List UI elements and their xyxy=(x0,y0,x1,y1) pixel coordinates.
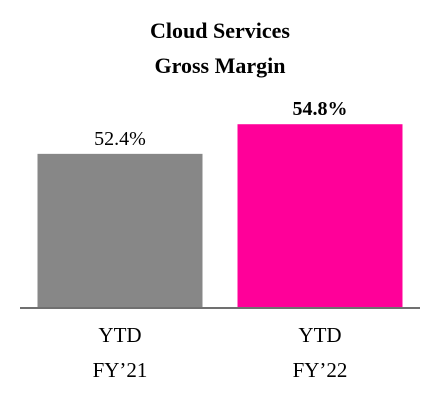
chart-subtitle: Gross Margin xyxy=(155,53,286,78)
category-label-1-line-2: FY’21 xyxy=(93,358,148,382)
bar-1 xyxy=(37,153,203,307)
category-label-2-line-2: FY’22 xyxy=(293,358,348,382)
bar-2 xyxy=(237,124,403,307)
category-label-1-line-1: YTD xyxy=(98,323,141,347)
chart-title: Cloud Services xyxy=(150,18,290,43)
value-label-2: 54.8% xyxy=(293,98,348,120)
labels-layer: 52.4% YTD FY’21 54.8% YTD FY’22 xyxy=(93,98,348,382)
bars-layer xyxy=(37,124,403,307)
value-label-1: 52.4% xyxy=(94,128,146,150)
category-label-2-line-1: YTD xyxy=(298,323,341,347)
